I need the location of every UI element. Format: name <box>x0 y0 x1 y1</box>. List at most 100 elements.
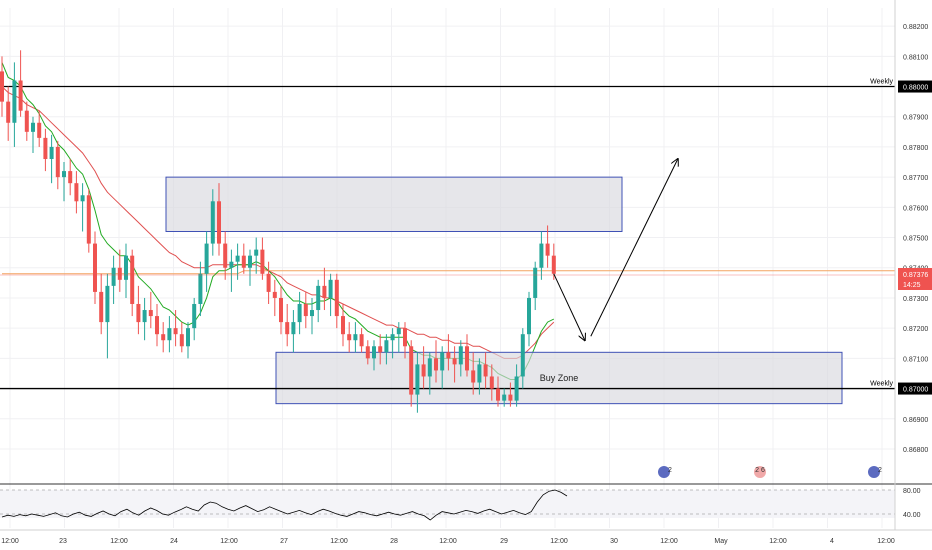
candle-body <box>99 291 104 323</box>
rsi-level-label: 80.00 <box>903 488 921 495</box>
candle-body <box>111 267 116 286</box>
candle-body <box>285 322 290 335</box>
projection-arrow-down[interactable] <box>553 273 585 340</box>
candle <box>347 322 352 353</box>
candle <box>229 249 234 292</box>
weekly-level-label: Weekly <box>870 381 893 388</box>
buy-zone-label: Buy Zone <box>540 373 579 383</box>
candle-body <box>241 255 246 268</box>
price-tick-label: 0.87900 <box>903 115 928 122</box>
candle <box>111 255 116 304</box>
candle-body <box>297 303 302 323</box>
candle <box>6 86 11 141</box>
event-icon <box>658 466 670 478</box>
candle-body <box>396 328 401 335</box>
economic-event-marker[interactable]: 2 <box>868 466 882 478</box>
candle-body <box>179 334 184 347</box>
rsi-level-label: 40.00 <box>903 512 921 519</box>
candle-body <box>68 171 73 184</box>
rsi-panel: 80.00 40.00 <box>0 483 932 521</box>
candle <box>489 364 494 401</box>
candle-body <box>328 279 333 298</box>
candle-body <box>347 334 352 341</box>
candle-body <box>186 328 190 347</box>
candle <box>12 62 17 147</box>
resistance-zone[interactable] <box>165 176 623 232</box>
candle-body <box>545 243 550 256</box>
candle-body <box>434 358 438 371</box>
level-price-label: 0.88000 <box>903 85 928 92</box>
candle <box>217 183 221 256</box>
candle <box>514 364 519 407</box>
candle <box>260 237 265 280</box>
candle-body <box>229 261 234 268</box>
time-tick-label: 24 <box>170 538 178 545</box>
candle <box>173 310 178 347</box>
candle <box>409 340 414 407</box>
candle <box>279 285 283 335</box>
economic-event-marker[interactable]: 2 6 <box>754 466 766 478</box>
candle <box>210 189 215 256</box>
countdown-label: 14:25 <box>903 282 921 289</box>
candle <box>378 334 383 365</box>
candle-body <box>310 310 314 317</box>
candle <box>545 225 550 268</box>
candle <box>204 231 209 292</box>
weekly-level-label: Weekly <box>870 79 893 86</box>
candle-body <box>62 171 66 178</box>
candle-body <box>303 303 308 317</box>
projection-arrow-up[interactable] <box>590 159 678 337</box>
candle <box>316 279 321 323</box>
time-tick-label: 12:00 <box>769 538 787 545</box>
price-tick-label: 0.87700 <box>903 175 928 182</box>
time-tick-label: 28 <box>390 538 398 545</box>
candle <box>18 50 23 117</box>
candle-body <box>49 146 54 160</box>
price-tick-label: 0.88200 <box>903 24 928 31</box>
projection-arrows <box>553 159 678 340</box>
candle <box>359 328 364 353</box>
candle <box>341 303 345 347</box>
candle <box>390 328 395 359</box>
ema-slow-line <box>1 86 555 359</box>
candle-body <box>254 249 259 256</box>
candle-body <box>415 364 420 395</box>
candle-body <box>223 243 228 268</box>
candle-body <box>55 146 60 178</box>
candle <box>291 310 296 353</box>
time-axis[interactable]: 12:00 23 12:00 24 12:00 27 12:00 28 12:00 29 12:00… <box>0 529 932 545</box>
event-markers: 2 2 6 2 <box>658 466 882 478</box>
candle <box>55 140 60 190</box>
buy-zone[interactable] <box>275 351 843 405</box>
candle <box>297 291 302 335</box>
time-tick-label: 27 <box>280 538 288 545</box>
current-price-badge[interactable] <box>898 267 932 290</box>
level-price-label: 0.87000 <box>903 387 928 394</box>
time-tick-label: 30 <box>610 538 618 545</box>
candle-body <box>161 334 166 341</box>
candle <box>37 110 42 147</box>
candle-body <box>24 110 29 132</box>
candle-body <box>427 358 432 377</box>
candle-body <box>12 80 17 123</box>
candle <box>86 189 91 253</box>
candle-body <box>210 201 215 244</box>
candle-body <box>440 352 445 371</box>
economic-event-marker[interactable]: 2 <box>658 466 672 478</box>
candle-body <box>471 370 476 383</box>
event-count: 2 6 <box>755 467 765 474</box>
candle-body <box>372 346 376 359</box>
candle-body <box>124 255 128 280</box>
time-tick-label: 12:00 <box>1 538 19 545</box>
candle <box>68 159 73 196</box>
candle-body <box>192 303 197 329</box>
candle-body <box>0 71 4 102</box>
candle-body <box>514 376 519 401</box>
candle <box>24 101 29 141</box>
candle <box>285 303 290 347</box>
candle-body <box>248 255 252 268</box>
price-axis[interactable]: 0.88200 0.88100 0.88000 0.87900 0.87800 0.877… <box>894 0 932 530</box>
candle <box>471 352 476 395</box>
ema-long-line <box>2 270 554 275</box>
